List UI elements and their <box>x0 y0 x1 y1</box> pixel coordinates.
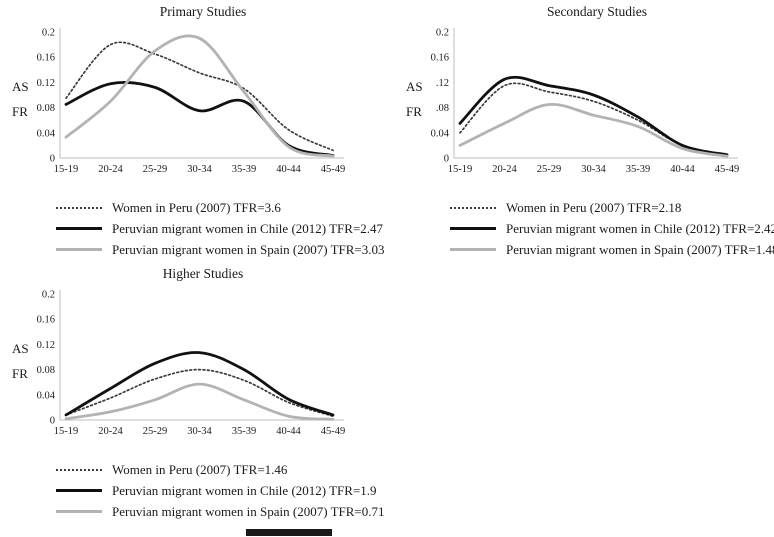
x-tick-label: 45-49 <box>715 164 740 175</box>
series-line-peruvian-migrant-women-in-chile <box>458 75 729 157</box>
plot-area: 0.2 0.16 0.12 0.08 0.04 015-19 20-24 25-29 30-34… <box>37 28 346 176</box>
y-tick-label: 0.2 <box>436 28 449 39</box>
y-tick-label: .08 <box>436 103 449 114</box>
y-tick-label: 0.16 <box>431 53 449 64</box>
y-tick-label: 0.08 <box>37 365 55 376</box>
y-axis-title-line2: FR <box>12 104 28 119</box>
legend-item: Peruvian migrant women in Chile (2012) T… <box>450 218 774 239</box>
legend-line-sample-chile <box>450 227 496 230</box>
y-axis-title: AS FR <box>12 336 29 386</box>
bottom-edge-artifact <box>246 529 332 536</box>
x-tick-label: 35-39 <box>232 164 257 175</box>
chart-title: Primary Studies <box>159 4 247 19</box>
legend-item: Women in Peru (2007) TFR=3.6 <box>56 197 366 218</box>
series-line-peruvian-migrant-women-in-chile <box>64 351 335 417</box>
x-tick-label: 30-34 <box>187 426 212 437</box>
y-axis-title: AS FR <box>406 74 423 124</box>
legend-line-sample-peru <box>56 206 102 209</box>
x-tick-label: 25-29 <box>143 426 168 437</box>
legend-line-sample-chile <box>56 489 102 492</box>
y-tick-label: 0.04 <box>37 390 56 401</box>
y-tick-label: 0.2 <box>42 28 55 39</box>
x-tick-label: 35-39 <box>232 426 257 437</box>
x-tick-label: 45-49 <box>321 426 346 437</box>
legend: Women in Peru (2007) TFR=1.46 Peruvian m… <box>10 459 385 522</box>
x-tick-label: 25-29 <box>143 164 168 175</box>
x-tick-label: 15-19 <box>54 426 79 437</box>
x-tick-label: 15-19 <box>54 164 79 175</box>
legend-item: Peruvian migrant women in Spain (2007) T… <box>450 239 774 260</box>
x-tick-label: 45-49 <box>321 164 346 175</box>
chart-body: AS FR 0.2 0.16 .12 .08 0.04 0 15-19 20-24 25-29 3… <box>404 22 760 194</box>
x-tick-label: 35-39 <box>626 164 651 175</box>
legend-label: Peruvian migrant women in Chile (2012) T… <box>506 220 774 236</box>
legend-line-sample-peru <box>450 206 496 209</box>
legend-label: Women in Peru (2007) TFR=2.18 <box>506 199 682 215</box>
y-tick-label: 0.2 <box>42 290 55 301</box>
y-axis-title-line2: FR <box>12 366 28 381</box>
chart-higher-studies: Higher Studies AS FR 0.2 0.16 0.12 0.08 0.04… <box>10 266 385 522</box>
legend-item: Peruvian migrant women in Chile (2012) T… <box>56 480 377 501</box>
legend-line-sample-spain <box>450 248 496 251</box>
legend-line-sample-spain <box>56 248 102 251</box>
y-tick-label: .12 <box>436 78 449 89</box>
x-tick-label: 40-44 <box>276 164 301 175</box>
y-axis-title: AS FR <box>12 74 29 124</box>
legend-line-sample-peru <box>56 468 102 471</box>
legend-line-sample-spain <box>56 510 102 513</box>
legend-item: Peruvian migrant women in Spain (2007) T… <box>56 239 385 260</box>
legend-label: Women in Peru (2007) TFR=1.46 <box>112 461 288 477</box>
x-tick-label: 30-34 <box>581 164 606 175</box>
series-line-peruvian-migrant-women-in-spain <box>64 34 335 158</box>
y-tick-label: 0.16 <box>37 53 55 64</box>
y-axis-title-line1: AS <box>12 79 29 94</box>
chart-title: Higher Studies <box>162 266 244 281</box>
chart-body: AS FR 0.2 0.16 0.12 0.08 0.04 0 15-19 20-24 25-2… <box>10 22 366 194</box>
plot-area: 0.2 0.16 .12 .08 0.04 015-19 20-24 25-29 30-34 35… <box>431 28 740 176</box>
x-tick-label: 20-24 <box>98 426 123 437</box>
series-line-peruvian-migrant-women-in-spain <box>458 103 729 158</box>
y-axis-title-line1: AS <box>406 79 423 94</box>
legend-label: Peruvian migrant women in Spain (2007) T… <box>112 241 385 257</box>
legend-item: Women in Peru (2007) TFR=1.46 <box>56 459 366 480</box>
plot-area: 0.2 0.16 0.12 0.08 0.04 015-19 20-24 25-29 30-34… <box>37 290 346 438</box>
y-tick-label: 0 <box>50 154 55 165</box>
series-line-women-in-peru <box>65 41 334 152</box>
series-line-peruvian-migrant-women-in-spain <box>64 382 335 421</box>
legend-item: Peruvian migrant women in Chile (2012) T… <box>56 218 383 239</box>
legend-item: Women in Peru (2007) TFR=2.18 <box>450 197 760 218</box>
y-tick-label: 0.12 <box>37 78 55 89</box>
legend-line-sample-chile <box>56 227 102 230</box>
series-line-women-in-peru <box>65 368 334 418</box>
legend-label: Peruvian migrant women in Spain (2007) T… <box>112 503 385 519</box>
y-axis-title-line2: FR <box>406 104 422 119</box>
x-tick-label: 20-24 <box>492 164 517 175</box>
y-axis-title-line1: AS <box>12 341 29 356</box>
chart-primary-studies: Primary Studies AS FR 0.2 0.16 0.12 0.08 0.0… <box>10 4 385 260</box>
legend-label: Women in Peru (2007) TFR=3.6 <box>112 199 281 215</box>
y-tick-label: 0.16 <box>37 315 55 326</box>
legend-label: Peruvian migrant women in Chile (2012) T… <box>112 220 384 236</box>
x-tick-label: 25-29 <box>537 164 562 175</box>
chart-title: Secondary Studies <box>546 4 648 19</box>
y-tick-label: 0.04 <box>431 128 450 139</box>
legend: Women in Peru (2007) TFR=3.6 Peruvian mi… <box>10 197 385 260</box>
legend-label: Peruvian migrant women in Chile (2012) T… <box>112 482 377 498</box>
chart-body: AS FR 0.2 0.16 0.12 0.08 0.04 0 15-19 20-24 25-2… <box>10 284 366 456</box>
x-tick-label: 20-24 <box>98 164 123 175</box>
legend-label: Peruvian migrant women in Spain (2007) T… <box>506 241 774 257</box>
y-tick-label: 0 <box>444 154 449 165</box>
y-tick-label: 0 <box>50 416 55 427</box>
legend: Women in Peru (2007) TFR=2.18 Peruvian m… <box>404 197 774 260</box>
y-tick-label: 0.04 <box>37 128 56 139</box>
x-tick-label: 30-34 <box>187 164 212 175</box>
x-tick-label: 15-19 <box>448 164 473 175</box>
y-tick-label: 0.12 <box>37 340 55 351</box>
series-line-peruvian-migrant-women-in-chile <box>64 81 335 157</box>
chart-secondary-studies: Secondary Studies AS FR 0.2 0.16 .12 .08 0.0… <box>404 4 774 260</box>
y-tick-label: 0.08 <box>37 103 55 114</box>
legend-item: Peruvian migrant women in Spain (2007) T… <box>56 501 385 522</box>
x-tick-label: 40-44 <box>276 426 301 437</box>
x-tick-label: 40-44 <box>670 164 695 175</box>
